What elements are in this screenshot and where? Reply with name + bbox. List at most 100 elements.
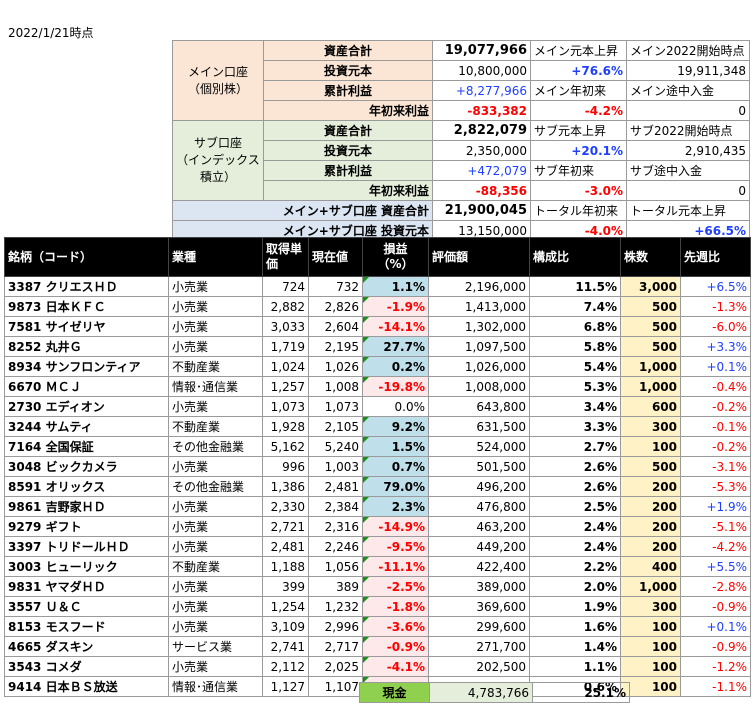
holding-pl: -14.9% — [362, 516, 429, 537]
holding-price: 2,025 — [308, 656, 363, 677]
holding-shares: 100 — [620, 656, 681, 677]
holding-value: 271,700 — [428, 636, 530, 657]
holding-ratio: 1.1% — [529, 656, 621, 677]
holding-pl: -9.5% — [362, 536, 429, 557]
holding-ratio: 1.6% — [529, 616, 621, 637]
holding-cost: 1,257 — [262, 376, 309, 397]
holding-weekly: -0.9% — [680, 636, 751, 657]
sub-cum-label: 累計利益 — [263, 160, 433, 181]
holding-row: 3543 コメダ 小売業 2,112 2,025 -4.1% 202,500 1.1% 100… — [4, 656, 751, 677]
holding-industry: 小売業 — [168, 596, 263, 617]
holding-pl: 79.0% — [362, 476, 429, 497]
holding-industry: 情報･通信業 — [168, 376, 263, 397]
cash-value: 4,783,766 — [429, 682, 533, 703]
holding-ratio: 3.3% — [529, 416, 621, 437]
main-up-label: メイン元本上昇 — [530, 40, 627, 61]
sub-up-pct: +20.1% — [530, 140, 627, 161]
holding-ratio: 2.0% — [529, 576, 621, 597]
holding-cost: 1,024 — [262, 356, 309, 377]
main-ytd-pct: -4.2% — [530, 100, 627, 121]
holding-row: 7581 サイゼリヤ 小売業 3,033 2,604 -14.1% 1,302,000 6.… — [4, 316, 751, 337]
holding-name: 3543 コメダ — [4, 656, 169, 677]
holding-industry: 小売業 — [168, 316, 263, 337]
holding-value: 422,400 — [428, 556, 530, 577]
holding-industry: 不動産業 — [168, 356, 263, 377]
holding-pl: -19.8% — [362, 376, 429, 397]
header-industry: 業種 — [168, 237, 263, 277]
holding-weekly: -2.8% — [680, 576, 751, 597]
holding-industry: 情報･通信業 — [168, 676, 263, 697]
holding-weekly: -5.1% — [680, 516, 751, 537]
holding-cost: 1,073 — [262, 396, 309, 417]
holding-row: 8934 サンフロンティア 不動産業 1,024 1,026 0.2% 1,026,000… — [4, 356, 751, 377]
holding-cost: 724 — [262, 276, 309, 297]
holding-weekly: +1.9% — [680, 496, 751, 517]
sub-account-group-label: サブ口座 （インデックス 積立） — [172, 120, 264, 201]
holding-row: 3003 ヒューリック 不動産業 1,188 1,056 -11.1% 422,400 2.… — [4, 556, 751, 577]
main-principal-label: 投資元本 — [263, 60, 433, 81]
holding-price: 2,996 — [308, 616, 363, 637]
holding-ratio: 6.8% — [529, 316, 621, 337]
holding-weekly: -5.3% — [680, 476, 751, 497]
holding-weekly: +5.5% — [680, 556, 751, 577]
holding-value: 524,000 — [428, 436, 530, 457]
holding-value: 496,200 — [428, 476, 530, 497]
holding-name: 9873 日本ＫＦＣ — [4, 296, 169, 317]
holding-shares: 200 — [620, 516, 681, 537]
holding-cost: 2,481 — [262, 536, 309, 557]
holding-weekly: -0.1% — [680, 416, 751, 437]
sub-ytd-pct: -3.0% — [530, 180, 627, 201]
holding-ratio: 3.4% — [529, 396, 621, 417]
holding-weekly: -1.1% — [680, 676, 751, 697]
holding-cost: 5,162 — [262, 436, 309, 457]
holding-shares: 1,000 — [620, 376, 681, 397]
sub-deposit-label: サブ途中入金 — [626, 160, 750, 181]
holding-industry: 小売業 — [168, 576, 263, 597]
cash-label: 現金 — [359, 682, 430, 703]
holding-pl: 9.2% — [362, 416, 429, 437]
holding-industry: 不動産業 — [168, 556, 263, 577]
holding-price: 1,056 — [308, 556, 363, 577]
total-assets-value: 21,900,045 — [432, 200, 531, 221]
holding-weekly: +0.1% — [680, 616, 751, 637]
holding-name: 3244 サムティ — [4, 416, 169, 437]
header-shares: 株数 — [620, 237, 681, 277]
holding-price: 1,003 — [308, 456, 363, 477]
holding-ratio: 1.4% — [529, 636, 621, 657]
total-up-label: トータル元本上昇 — [626, 200, 750, 221]
holding-price: 1,107 — [308, 676, 363, 697]
holding-cost: 1,719 — [262, 336, 309, 357]
holding-name: 2730 エディオン — [4, 396, 169, 417]
sub-deposit-value: 0 — [626, 180, 750, 201]
holding-industry: サービス業 — [168, 636, 263, 657]
holding-cost: 2,330 — [262, 496, 309, 517]
holding-name: 3387 クリエスＨＤ — [4, 276, 169, 297]
holding-name: 3397 トリドールＨＤ — [4, 536, 169, 557]
holding-shares: 500 — [620, 316, 681, 337]
main-ytd-value: -833,382 — [432, 100, 531, 121]
sub-principal-label: 投資元本 — [263, 140, 433, 161]
holding-price: 732 — [308, 276, 363, 297]
sub-ytd-value: -88,356 — [432, 180, 531, 201]
holding-cost: 399 — [262, 576, 309, 597]
holding-shares: 600 — [620, 396, 681, 417]
holding-shares: 1,000 — [620, 356, 681, 377]
holding-value: 501,500 — [428, 456, 530, 477]
holding-price: 5,240 — [308, 436, 363, 457]
holding-price: 2,316 — [308, 516, 363, 537]
holding-industry: 小売業 — [168, 516, 263, 537]
sub-cum-value: +472,079 — [432, 160, 531, 181]
sub-assets-value: 2,822,079 — [432, 120, 531, 141]
holding-value: 631,500 — [428, 416, 530, 437]
holding-pl: -14.1% — [362, 316, 429, 337]
holding-shares: 100 — [620, 616, 681, 637]
header-weekly: 先週比 — [680, 237, 751, 277]
holding-row: 3387 クリエスＨＤ 小売業 724 732 1.1% 2,196,000 11.5% 3,… — [4, 276, 751, 297]
holding-industry: 不動産業 — [168, 416, 263, 437]
sub-assets-label: 資産合計 — [263, 120, 433, 141]
holding-price: 2,105 — [308, 416, 363, 437]
main-cum-label: 累計利益 — [263, 80, 433, 101]
holding-cost: 1,386 — [262, 476, 309, 497]
holding-shares: 400 — [620, 556, 681, 577]
holding-industry: 小売業 — [168, 536, 263, 557]
